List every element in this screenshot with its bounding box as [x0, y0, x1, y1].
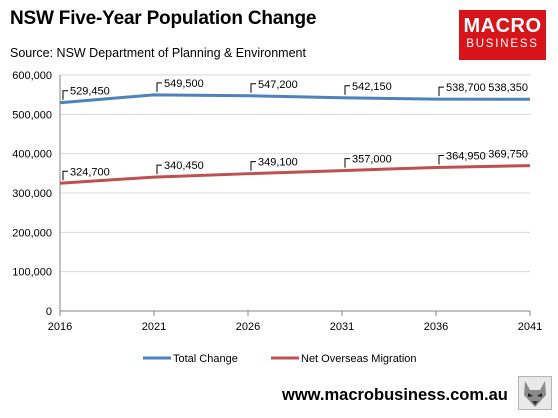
y-tick-label: 200,000 [12, 227, 52, 239]
x-tick-label: 2016 [48, 321, 72, 333]
data-label: 364,950 [446, 150, 486, 162]
data-label-leader [438, 154, 444, 165]
y-tick-label: 500,000 [12, 109, 52, 121]
website-url[interactable]: www.macrobusiness.com.au [282, 386, 508, 404]
data-label-leader [156, 164, 162, 175]
data-label: 542,150 [352, 81, 392, 93]
y-tick-label: 300,000 [12, 188, 52, 200]
data-label-leader [344, 158, 350, 168]
data-label-leader [438, 86, 444, 97]
data-label: 538,350 [488, 82, 528, 94]
y-tick-label: 100,000 [12, 267, 52, 279]
x-tick-label: 2031 [330, 321, 354, 333]
logo-line-1: MACRO [463, 15, 542, 37]
data-label-leader [250, 161, 256, 171]
data-label: 529,450 [70, 86, 110, 98]
data-label: 357,000 [352, 154, 392, 166]
logo-line-2: BUSINESS [466, 38, 539, 50]
series-line [59, 164, 531, 185]
x-tick-label: 2026 [236, 321, 260, 333]
x-tick-label: 2041 [518, 321, 542, 333]
data-label-leader [62, 170, 68, 181]
x-tick-label: 2036 [424, 321, 448, 333]
chart-subtitle: Source: NSW Department of Planning & Env… [10, 46, 306, 60]
series-line [59, 93, 531, 105]
legend-label: Net Overseas Migration [301, 353, 417, 365]
data-label: 324,700 [70, 166, 110, 178]
x-tick-label: 2021 [142, 321, 166, 333]
data-label-leader [156, 82, 162, 92]
data-label: 547,200 [258, 79, 298, 91]
data-label: 369,750 [488, 149, 528, 161]
macrobusiness-logo[interactable]: MACRO BUSINESS [459, 10, 546, 60]
data-label-leader [62, 90, 68, 100]
y-tick-label: 600,000 [12, 70, 52, 82]
legend-label: Total Change [173, 353, 238, 365]
data-label-leader [344, 85, 350, 95]
data-label: 549,500 [164, 78, 204, 90]
chart-title: NSW Five-Year Population Change [10, 8, 317, 29]
y-tick-label: 400,000 [12, 149, 52, 161]
y-tick-label: 0 [46, 306, 52, 318]
data-label-leader [250, 83, 256, 93]
data-label: 340,450 [164, 160, 204, 172]
data-label: 349,100 [258, 157, 298, 169]
wolf-icon [518, 376, 552, 410]
data-label: 538,700 [446, 82, 486, 94]
